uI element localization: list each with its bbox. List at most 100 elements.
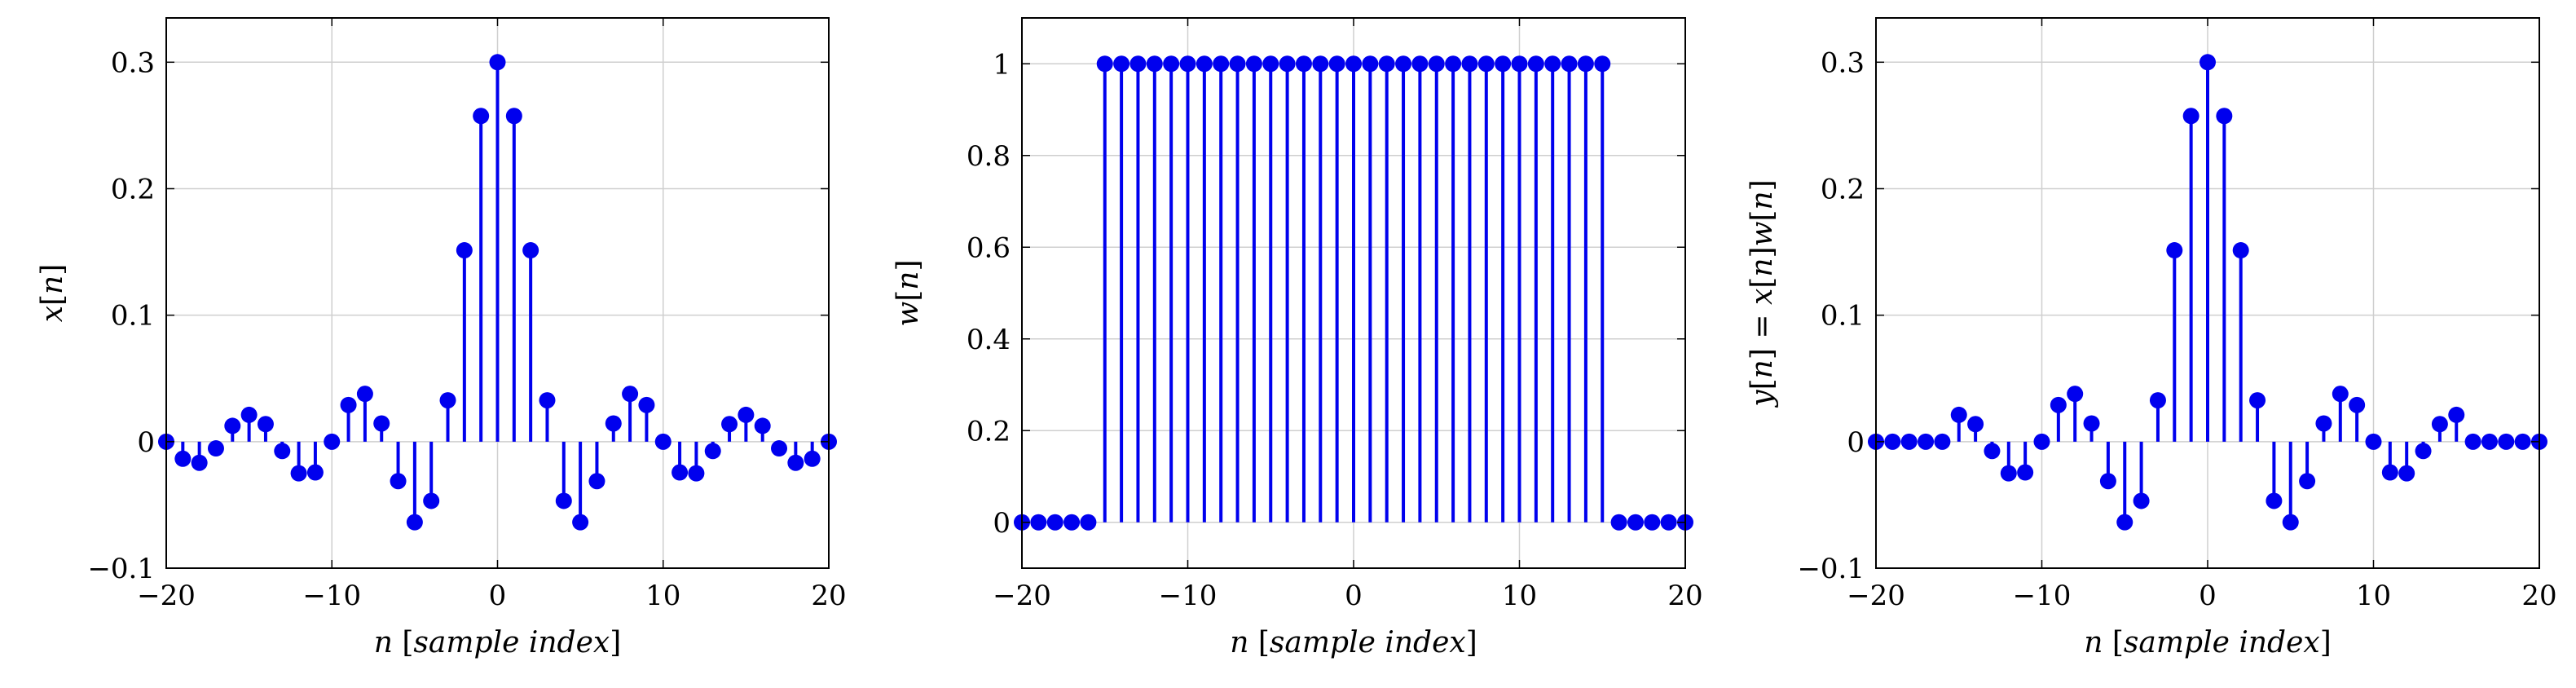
stem-marker — [2349, 396, 2366, 413]
stem-marker — [2415, 443, 2432, 460]
stem-marker — [1984, 443, 2001, 460]
x-axis-label: n [sample index] — [374, 626, 622, 659]
stem-marker — [2200, 54, 2216, 71]
x-tick-label: 0 — [489, 580, 507, 612]
y-tick-label: 0 — [137, 426, 155, 459]
plot-w: −20 −10 0 10 20 0 0.2 0.4 0.6 0.8 1 n [sample index… — [892, 17, 1703, 659]
stem-marker — [1577, 55, 1594, 73]
stem-marker — [1967, 416, 1984, 433]
x-axis-label: n [sample index] — [1230, 626, 1477, 659]
x-axis-label: n [sample index] — [2084, 626, 2332, 659]
stem-marker — [1345, 55, 1362, 73]
stem-marker — [2266, 492, 2283, 509]
stem-marker — [1163, 55, 1180, 73]
stem-marker — [704, 443, 721, 460]
x-tick-label: −10 — [1159, 580, 1218, 612]
stem-marker — [522, 242, 539, 259]
stem-marker — [539, 392, 556, 409]
y-tick-label: 0.2 — [111, 173, 155, 205]
stem-marker — [505, 108, 522, 125]
stem-marker — [2000, 465, 2017, 482]
stem-marker — [473, 108, 490, 125]
stem-marker — [2033, 433, 2050, 450]
stem-marker — [1046, 514, 1063, 531]
stem-marker — [1328, 55, 1345, 73]
stem-marker — [1030, 514, 1047, 531]
stem-marker — [456, 242, 473, 259]
stem-marker — [1262, 55, 1279, 73]
stem-marker — [688, 465, 705, 482]
stem-marker — [2481, 433, 2498, 450]
stem-marker — [1179, 55, 1196, 73]
x-tick-label: 10 — [1502, 580, 1537, 612]
stem-marker — [423, 492, 440, 509]
stem-marker — [1610, 514, 1627, 531]
stem-marker — [2149, 392, 2166, 409]
stem-marker — [2299, 473, 2316, 490]
stem-marker — [1213, 55, 1230, 73]
stem-marker — [2133, 492, 2150, 509]
y-tick-label: 0.2 — [1821, 173, 1865, 205]
stem-marker — [622, 386, 639, 403]
stem-marker — [2083, 415, 2100, 432]
stem-marker — [1527, 55, 1544, 73]
stem-marker — [240, 406, 258, 423]
x-tick-label: 10 — [2356, 580, 2391, 612]
x-tick-label: 20 — [2521, 580, 2556, 612]
stem-marker — [1495, 55, 1512, 73]
stem-marker — [2067, 386, 2084, 403]
x-tick-label: −10 — [2013, 580, 2072, 612]
stem-marker — [2431, 416, 2448, 433]
stem-marker — [2381, 464, 2398, 481]
stem-marker — [754, 417, 771, 434]
stem-marker — [1918, 433, 1935, 450]
stem-marker — [2166, 242, 2183, 259]
x-tick-label: −10 — [302, 580, 361, 612]
stem-marker — [2116, 514, 2133, 531]
stem-marker — [356, 386, 373, 403]
stem-marker — [605, 415, 622, 432]
stem-marker — [1594, 55, 1611, 73]
stem-marker — [274, 443, 291, 460]
y-tick-label: 0.6 — [967, 232, 1011, 264]
stem-marker — [1229, 55, 1246, 73]
stem-marker — [2099, 473, 2116, 490]
stem-marker — [1461, 55, 1478, 73]
stem-marker — [1312, 55, 1329, 73]
stem-marker — [340, 396, 357, 413]
y-tick-label: 1 — [993, 48, 1011, 81]
stem-marker — [1395, 55, 1412, 73]
stem-marker — [1627, 514, 1644, 531]
stem-marker — [1561, 55, 1578, 73]
stem-marker — [2182, 108, 2200, 125]
y-axis-label: x[n] — [36, 264, 69, 323]
y-tick-label: −0.1 — [1797, 553, 1865, 585]
stem-marker — [1644, 514, 1661, 531]
stem-marker — [1129, 55, 1147, 73]
stem-marker — [2249, 392, 2266, 409]
stem-marker — [1950, 406, 1967, 423]
y-tick-label: 0.8 — [967, 140, 1011, 173]
stem-marker — [1445, 55, 1462, 73]
y-tick-label: 0.1 — [1821, 300, 1865, 333]
y-tick-label: 0.2 — [967, 415, 1011, 448]
stem-marker — [555, 492, 572, 509]
stem-marker — [2464, 433, 2481, 450]
stem-marker — [588, 473, 605, 490]
stem-marker — [2398, 465, 2415, 482]
stem-marker — [2216, 108, 2233, 125]
y-tick-label: 0 — [993, 507, 1011, 540]
x-tick-label: 0 — [2199, 580, 2217, 612]
stem-marker — [174, 450, 192, 467]
x-tick-label: 0 — [1345, 580, 1363, 612]
y-tick-label: 0.4 — [967, 324, 1011, 356]
plot-y: −20 −10 0 10 20 −0.1 0 0.1 0.2 0.3 n [sample index… — [1746, 17, 2557, 659]
stem-marker — [2514, 433, 2531, 450]
stem-marker — [1063, 514, 1081, 531]
stem-marker — [672, 464, 689, 481]
stem-marker — [2498, 433, 2515, 450]
stem-marker — [1428, 55, 1445, 73]
stem-marker — [1411, 55, 1429, 73]
stem-marker — [654, 433, 672, 450]
